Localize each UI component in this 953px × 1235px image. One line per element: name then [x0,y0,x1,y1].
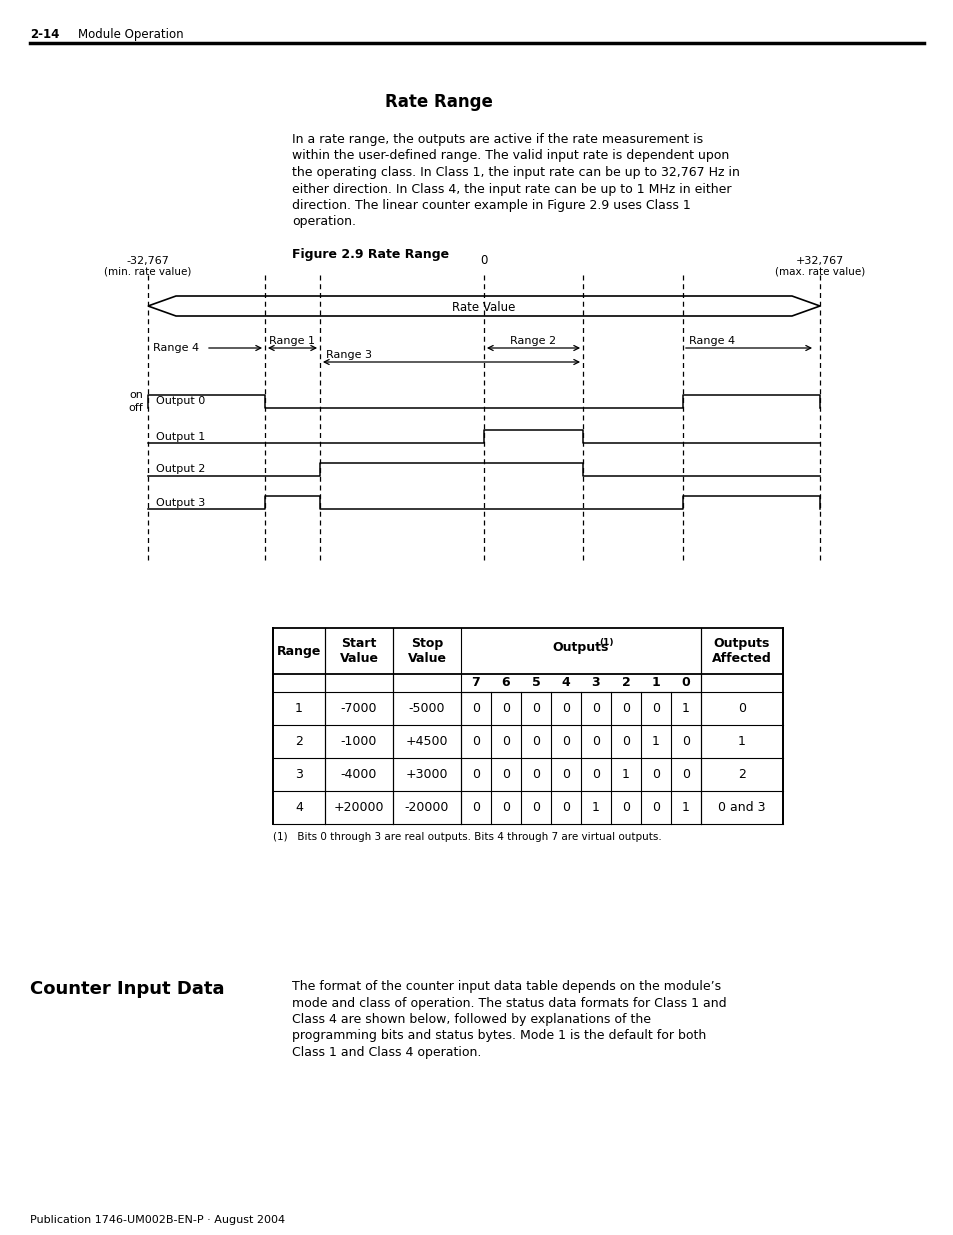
Text: 0: 0 [621,802,629,814]
Text: Class 1 and Class 4 operation.: Class 1 and Class 4 operation. [292,1046,481,1058]
Text: Range 4: Range 4 [152,343,199,353]
Text: 0: 0 [651,802,659,814]
Text: 0: 0 [501,701,510,715]
Text: within the user-defined range. The valid input rate is dependent upon: within the user-defined range. The valid… [292,149,728,163]
Text: 0: 0 [479,254,487,267]
Text: 4: 4 [294,802,303,814]
Text: 0: 0 [561,701,569,715]
Text: 1: 1 [738,735,745,748]
Text: on: on [129,390,143,400]
Text: direction. The linear counter example in Figure 2.9 uses Class 1: direction. The linear counter example in… [292,199,690,212]
Text: 0: 0 [621,701,629,715]
Text: Output 2: Output 2 [156,464,205,474]
Text: 0: 0 [532,802,539,814]
Text: 0: 0 [561,768,569,781]
Text: 2: 2 [738,768,745,781]
Text: Outputs
Affected: Outputs Affected [711,637,771,664]
Text: -4000: -4000 [340,768,376,781]
Text: Range 1: Range 1 [269,336,315,346]
Text: 1: 1 [681,802,689,814]
Text: (1): (1) [599,638,614,647]
Text: Module Operation: Module Operation [78,28,183,41]
Text: 2: 2 [621,677,630,689]
Text: 0: 0 [592,768,599,781]
Text: Class 4 are shown below, followed by explanations of the: Class 4 are shown below, followed by exp… [292,1013,650,1026]
Text: Rate Range: Rate Range [385,93,493,111]
Text: 0: 0 [592,701,599,715]
Text: 7: 7 [471,677,480,689]
Text: 0: 0 [561,802,569,814]
Text: 1: 1 [681,701,689,715]
Text: 0: 0 [681,735,689,748]
Text: 0: 0 [501,768,510,781]
Text: 0: 0 [651,768,659,781]
Text: Counter Input Data: Counter Input Data [30,981,224,998]
Text: (max. rate value): (max. rate value) [774,266,864,275]
Text: Output 3: Output 3 [156,498,205,508]
Text: 0: 0 [472,802,479,814]
Text: 3: 3 [591,677,599,689]
Text: (min. rate value): (min. rate value) [104,266,192,275]
Text: 0: 0 [472,735,479,748]
Text: 0: 0 [501,735,510,748]
Text: 3: 3 [294,768,303,781]
Text: 1: 1 [652,735,659,748]
Text: (1)   Bits 0 through 3 are real outputs. Bits 4 through 7 are virtual outputs.: (1) Bits 0 through 3 are real outputs. B… [273,832,661,842]
Text: 0: 0 [621,735,629,748]
Text: 0 and 3: 0 and 3 [718,802,765,814]
Text: Range 4: Range 4 [688,336,735,346]
Text: 1: 1 [651,677,659,689]
Text: 2-14: 2-14 [30,28,59,41]
Text: -20000: -20000 [404,802,449,814]
Text: -32,767: -32,767 [127,256,170,266]
Text: Rate Value: Rate Value [452,301,516,314]
Text: 0: 0 [532,701,539,715]
Text: programming bits and status bytes. Mode 1 is the default for both: programming bits and status bytes. Mode … [292,1030,705,1042]
Text: 0: 0 [532,768,539,781]
Text: operation.: operation. [292,215,355,228]
Text: 0: 0 [472,768,479,781]
Text: +32,767: +32,767 [795,256,843,266]
Text: either direction. In Class 4, the input rate can be up to 1 MHz in either: either direction. In Class 4, the input … [292,183,731,195]
Text: Stop
Value: Stop Value [407,637,446,664]
Text: off: off [128,403,143,412]
Text: Publication 1746-UM002B-EN-P · August 2004: Publication 1746-UM002B-EN-P · August 20… [30,1215,285,1225]
Text: Output 1: Output 1 [156,431,205,441]
Text: -5000: -5000 [408,701,445,715]
Text: 0: 0 [681,768,689,781]
Text: 0: 0 [532,735,539,748]
Text: Figure 2.9 Rate Range: Figure 2.9 Rate Range [292,248,449,261]
Text: Output 0: Output 0 [156,396,205,406]
Text: +4500: +4500 [405,735,448,748]
Text: 0: 0 [472,701,479,715]
Text: Range: Range [276,645,321,657]
Text: 5: 5 [531,677,539,689]
Text: +3000: +3000 [405,768,448,781]
Text: Start
Value: Start Value [339,637,378,664]
Text: Outputs: Outputs [552,641,609,653]
Text: the operating class. In Class 1, the input rate can be up to 32,767 Hz in: the operating class. In Class 1, the inp… [292,165,740,179]
Text: 4: 4 [561,677,570,689]
Text: 6: 6 [501,677,510,689]
Text: +20000: +20000 [334,802,384,814]
Text: 0: 0 [738,701,745,715]
Text: Range 3: Range 3 [326,350,372,359]
Text: 0: 0 [592,735,599,748]
Text: 1: 1 [294,701,303,715]
Text: In a rate range, the outputs are active if the rate measurement is: In a rate range, the outputs are active … [292,133,702,146]
Text: The format of the counter input data table depends on the module’s: The format of the counter input data tab… [292,981,720,993]
Text: 0: 0 [561,735,569,748]
Text: 0: 0 [501,802,510,814]
Text: Range 2: Range 2 [510,336,556,346]
Text: 0: 0 [680,677,690,689]
Text: 0: 0 [651,701,659,715]
Text: 1: 1 [592,802,599,814]
Text: mode and class of operation. The status data formats for Class 1 and: mode and class of operation. The status … [292,997,726,1009]
Text: -1000: -1000 [340,735,376,748]
Text: 1: 1 [621,768,629,781]
Text: 2: 2 [294,735,303,748]
Text: -7000: -7000 [340,701,376,715]
